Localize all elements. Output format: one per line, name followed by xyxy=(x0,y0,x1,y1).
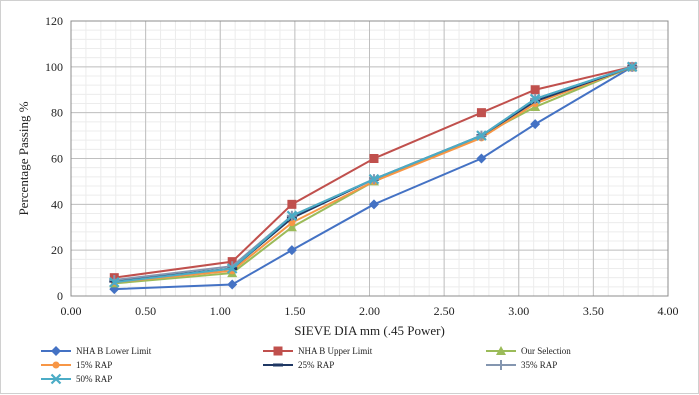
legend-label: 35% RAP xyxy=(521,360,557,370)
data-point-marker xyxy=(50,373,62,385)
x-tick-label: 4.00 xyxy=(658,304,679,318)
legend: NHA B Lower Limit NHA B Upper Limit Our Se… xyxy=(41,346,571,385)
data-point-marker xyxy=(368,199,379,210)
legend-label: Our Selection xyxy=(521,346,571,356)
y-tick-label: 40 xyxy=(51,197,63,211)
x-tick-label: 2.50 xyxy=(434,304,455,318)
legend-item: Our Selection xyxy=(486,346,571,356)
x-tick-label: 1.00 xyxy=(210,304,231,318)
legend-label: 50% RAP xyxy=(76,374,112,384)
y-tick-label: 100 xyxy=(45,60,63,74)
y-tick-label: 80 xyxy=(51,106,63,120)
data-point-marker xyxy=(109,276,120,288)
data-point-marker xyxy=(626,61,638,73)
legend-label: NHA B Lower Limit xyxy=(76,346,152,356)
legend-item: NHA B Lower Limit xyxy=(41,346,152,356)
data-point-marker xyxy=(530,85,540,95)
data-point-marker xyxy=(476,108,486,118)
data-point-marker xyxy=(286,222,297,232)
y-tick-label: 0 xyxy=(57,289,63,303)
x-axis-tick-labels: 0.00 0.50 1.00 1.50 2.00 2.50 3.00 3.50 4.00 xyxy=(61,304,679,318)
data-point-marker xyxy=(286,245,297,256)
plot-area-border xyxy=(70,20,669,297)
y-tick-label: 120 xyxy=(45,14,63,28)
data-point-marker xyxy=(288,219,296,227)
legend-label: 15% RAP xyxy=(76,360,112,370)
x-tick-label: 3.00 xyxy=(508,304,529,318)
series-layer xyxy=(109,61,638,295)
x-tick-label: 1.50 xyxy=(284,304,305,318)
x-tick-label: 2.00 xyxy=(359,304,380,318)
data-point-marker xyxy=(227,279,238,290)
y-tick-label: 20 xyxy=(51,243,63,257)
data-point-marker xyxy=(496,360,506,370)
legend-item: 15% RAP xyxy=(41,360,112,370)
data-point-marker xyxy=(529,93,541,105)
x-axis-title: SIEVE DIA mm (.45 Power) xyxy=(294,323,445,338)
y-axis-tick-labels: 0 20 40 60 80 100 120 xyxy=(45,14,63,303)
y-tick-label: 60 xyxy=(51,152,63,166)
data-point-marker xyxy=(368,173,380,185)
data-point-marker xyxy=(530,119,541,130)
data-point-marker xyxy=(496,346,506,355)
x-tick-label: 0.50 xyxy=(135,304,156,318)
legend-item: NHA B Upper Limit xyxy=(263,346,373,356)
data-point-marker xyxy=(369,154,379,163)
data-point-marker xyxy=(273,346,283,356)
legend-label: NHA B Upper Limit xyxy=(298,346,373,356)
data-point-marker xyxy=(226,263,238,274)
data-point-marker xyxy=(476,153,487,164)
x-tick-label: 3.50 xyxy=(583,304,604,318)
legend-item: 50% RAP xyxy=(41,373,112,385)
series-group xyxy=(109,61,638,288)
legend-item: 35% RAP xyxy=(486,360,557,370)
data-point-marker xyxy=(286,210,298,222)
legend-item: 25% RAP xyxy=(263,360,334,370)
data-point-marker xyxy=(52,361,60,369)
data-point-marker xyxy=(287,199,297,209)
y-axis-title: Percentage Passing % xyxy=(16,101,31,215)
x-tick-label: 0.00 xyxy=(61,304,82,318)
data-point-marker xyxy=(51,346,61,356)
series-group xyxy=(109,65,638,283)
data-point-marker xyxy=(476,130,487,141)
legend-label: 25% RAP xyxy=(298,360,334,370)
